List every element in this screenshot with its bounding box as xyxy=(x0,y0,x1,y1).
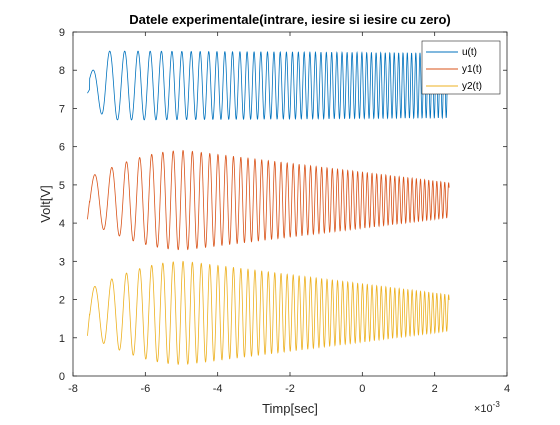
series-line-ut xyxy=(87,50,450,121)
y-tick-label: 2 xyxy=(59,295,65,307)
y-tick-label: 3 xyxy=(59,256,65,268)
y-tick-label: 4 xyxy=(59,218,65,230)
tick-layer: -8 -6 -4 -2 0 2 4 0 1 2 3 4 5 6 7 8 9 xyxy=(59,27,510,395)
y-tick-label: 5 xyxy=(59,180,65,192)
x-tick-label: -4 xyxy=(213,383,223,395)
x-tick-label: -8 xyxy=(68,383,78,395)
y-axis-label: Volt[V] xyxy=(38,185,53,223)
legend-label-y1: y1(t) xyxy=(462,64,482,75)
x-axis-exponent-power: -3 xyxy=(493,400,501,409)
legend-label-u: u(t) xyxy=(462,47,477,58)
x-tick-label: 2 xyxy=(432,383,438,395)
y-tick-label: 1 xyxy=(59,333,65,345)
series-line-y2t xyxy=(87,260,450,365)
x-tick-label: 4 xyxy=(504,383,510,395)
x-tick-label: 0 xyxy=(359,383,365,395)
x-tick-label: -2 xyxy=(285,383,295,395)
y-tick-label: 8 xyxy=(59,65,65,77)
x-tick-label: -6 xyxy=(140,383,150,395)
y-tick-label: 0 xyxy=(59,371,65,383)
series-line-y1t xyxy=(87,149,450,251)
chart-title: Datele experimentale(intrare, iesire si … xyxy=(129,12,451,27)
legend: u(t) y1(t) y2(t) xyxy=(421,40,501,95)
y-tick-label: 6 xyxy=(59,142,65,154)
y-tick-label: 9 xyxy=(59,27,65,39)
legend-label-y2: y2(t) xyxy=(462,81,482,92)
x-axis-exponent: ×10-3 xyxy=(474,400,500,415)
legend-box xyxy=(421,40,501,95)
y-tick-label: 7 xyxy=(59,103,65,115)
x-axis-exponent-base: ×10 xyxy=(474,403,493,415)
series-layer xyxy=(87,50,450,365)
x-axis-label: Timp[sec] xyxy=(262,401,318,416)
